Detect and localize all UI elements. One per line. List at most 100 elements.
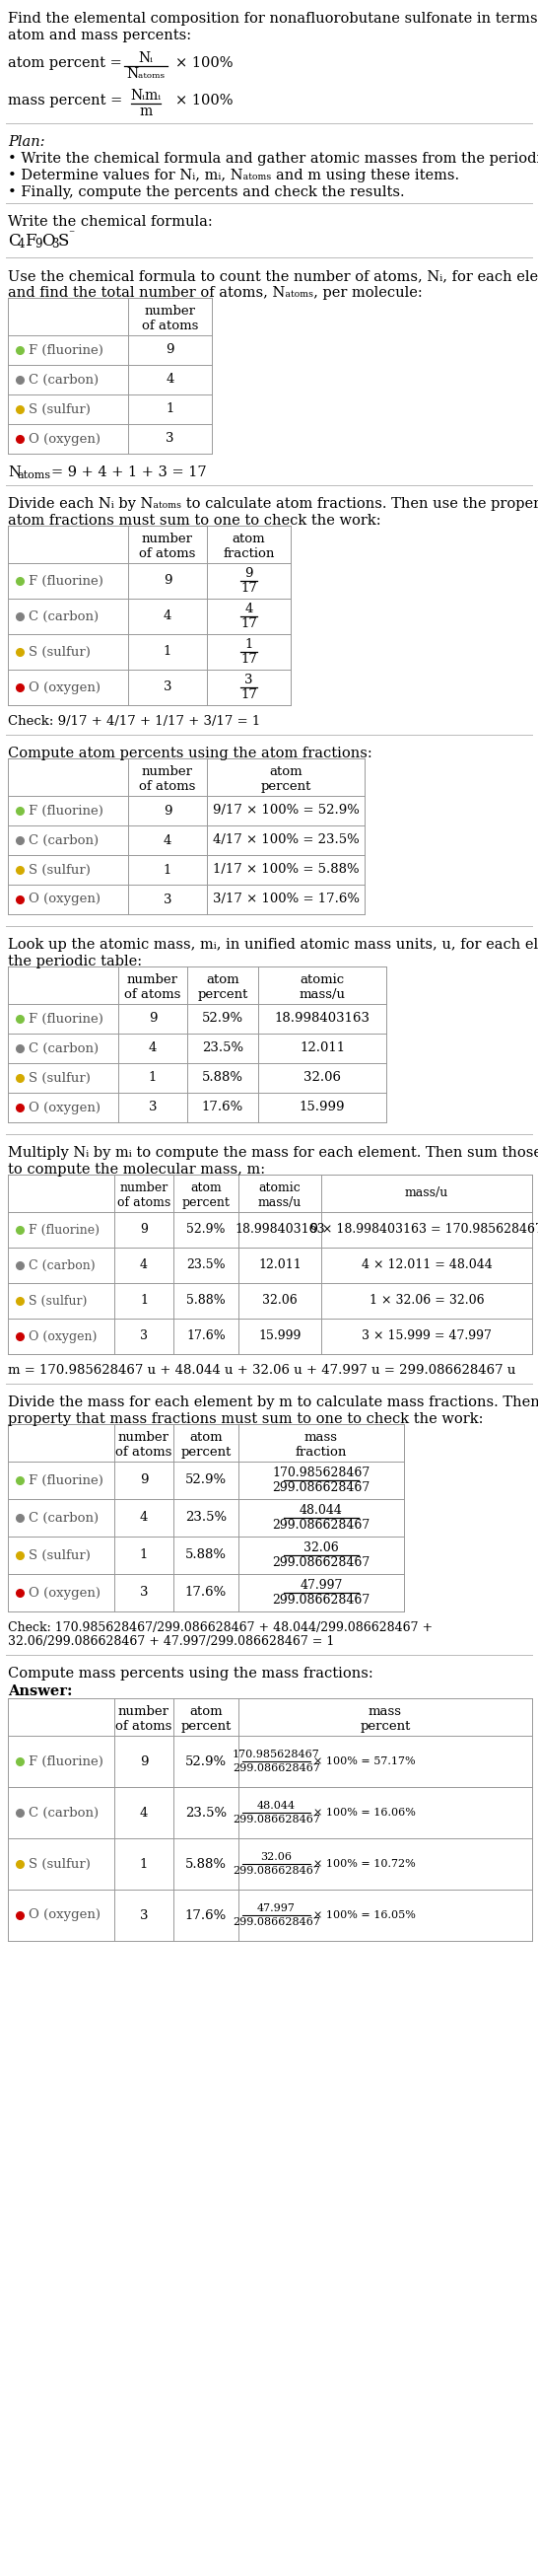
Text: Compute atom percents using the atom fractions:: Compute atom percents using the atom fra… bbox=[8, 747, 372, 760]
Text: 1/17 × 100% = 5.88%: 1/17 × 100% = 5.88% bbox=[213, 863, 359, 876]
Text: 3: 3 bbox=[140, 1909, 148, 1922]
Text: 47.997: 47.997 bbox=[257, 1904, 295, 1914]
Text: 17: 17 bbox=[240, 688, 257, 701]
Text: 23.5%: 23.5% bbox=[185, 1512, 226, 1525]
Text: number: number bbox=[144, 304, 196, 317]
Text: O (oxygen): O (oxygen) bbox=[29, 680, 101, 693]
Text: 3/17 × 100% = 17.6%: 3/17 × 100% = 17.6% bbox=[213, 894, 359, 907]
Text: 4: 4 bbox=[164, 611, 172, 623]
Text: of atoms: of atoms bbox=[117, 1195, 171, 1208]
Text: C (carbon): C (carbon) bbox=[29, 1806, 98, 1819]
Text: C (carbon): C (carbon) bbox=[29, 835, 98, 848]
Text: 12.011: 12.011 bbox=[300, 1041, 345, 1054]
Text: Check: 9/17 + 4/17 + 1/17 + 3/17 = 1: Check: 9/17 + 4/17 + 1/17 + 3/17 = 1 bbox=[8, 716, 260, 729]
Text: 3: 3 bbox=[164, 680, 172, 693]
Text: 17.6%: 17.6% bbox=[185, 1909, 226, 1922]
Text: m = 170.985628467 u + 48.044 u + 32.06 u + 47.997 u = 299.086628467 u: m = 170.985628467 u + 48.044 u + 32.06 u… bbox=[8, 1363, 516, 1376]
Text: C (carbon): C (carbon) bbox=[29, 1260, 95, 1273]
Text: 48.044: 48.044 bbox=[257, 1801, 295, 1811]
Text: atomic: atomic bbox=[300, 974, 344, 987]
Text: 299.086628467: 299.086628467 bbox=[232, 1917, 320, 1927]
Text: atom percent =: atom percent = bbox=[8, 57, 122, 70]
Text: atom: atom bbox=[206, 974, 239, 987]
Text: × 100% = 16.05%: × 100% = 16.05% bbox=[313, 1911, 415, 1919]
Text: S (sulfur): S (sulfur) bbox=[29, 402, 90, 415]
Text: 1 × 32.06 = 32.06: 1 × 32.06 = 32.06 bbox=[369, 1293, 484, 1306]
Text: of atoms: of atoms bbox=[141, 319, 198, 332]
Text: F (fluorine): F (fluorine) bbox=[29, 1012, 103, 1025]
Text: fraction: fraction bbox=[295, 1445, 347, 1458]
Text: 17.6%: 17.6% bbox=[185, 1587, 226, 1600]
Text: 17: 17 bbox=[240, 618, 257, 631]
Text: S (sulfur): S (sulfur) bbox=[29, 1548, 90, 1561]
Text: 3: 3 bbox=[51, 237, 59, 250]
Text: F (fluorine): F (fluorine) bbox=[29, 574, 103, 587]
Text: mass: mass bbox=[369, 1705, 402, 1718]
Text: 9: 9 bbox=[148, 1012, 157, 1025]
Text: • Write the chemical formula and gather atomic masses from the periodic table.: • Write the chemical formula and gather … bbox=[8, 152, 538, 165]
Text: number: number bbox=[142, 533, 193, 546]
Text: 4: 4 bbox=[245, 603, 253, 616]
Text: property that mass fractions must sum to one to check the work:: property that mass fractions must sum to… bbox=[8, 1412, 483, 1427]
Text: F: F bbox=[25, 232, 36, 250]
Text: 32.06: 32.06 bbox=[303, 1072, 341, 1084]
Text: 1: 1 bbox=[245, 639, 253, 652]
Text: 5.88%: 5.88% bbox=[185, 1548, 226, 1561]
Text: ⁻: ⁻ bbox=[68, 227, 74, 240]
Text: 15.999: 15.999 bbox=[258, 1329, 301, 1342]
Text: number: number bbox=[118, 1432, 169, 1443]
Text: mass/u: mass/u bbox=[405, 1188, 449, 1200]
Text: 4/17 × 100% = 23.5%: 4/17 × 100% = 23.5% bbox=[213, 835, 359, 848]
Text: number: number bbox=[119, 1182, 168, 1195]
Text: 23.5%: 23.5% bbox=[185, 1806, 226, 1819]
Text: 1: 1 bbox=[164, 647, 172, 659]
Text: the periodic table:: the periodic table: bbox=[8, 956, 142, 969]
Text: • Finally, compute the percents and check the results.: • Finally, compute the percents and chec… bbox=[8, 185, 405, 198]
Text: × 100% = 10.72%: × 100% = 10.72% bbox=[313, 1860, 415, 1868]
Text: S (sulfur): S (sulfur) bbox=[29, 863, 90, 876]
Text: 1: 1 bbox=[140, 1857, 148, 1870]
Text: 4 × 12.011 = 48.044: 4 × 12.011 = 48.044 bbox=[361, 1260, 492, 1273]
Text: of atoms: of atoms bbox=[139, 546, 196, 559]
Text: O: O bbox=[41, 232, 55, 250]
Text: = 9 + 4 + 1 + 3 = 17: = 9 + 4 + 1 + 3 = 17 bbox=[51, 466, 207, 479]
Text: fraction: fraction bbox=[223, 546, 274, 559]
Text: 52.9%: 52.9% bbox=[202, 1012, 243, 1025]
Text: percent: percent bbox=[197, 989, 248, 1002]
Text: C (carbon): C (carbon) bbox=[29, 611, 98, 623]
Text: × 100%: × 100% bbox=[175, 93, 233, 108]
Text: O (oxygen): O (oxygen) bbox=[29, 1909, 101, 1922]
Text: 3: 3 bbox=[140, 1587, 148, 1600]
Text: × 100% = 16.06%: × 100% = 16.06% bbox=[313, 1808, 415, 1819]
Text: 1: 1 bbox=[164, 863, 172, 876]
Text: atom: atom bbox=[269, 765, 302, 778]
Text: 5.88%: 5.88% bbox=[185, 1857, 226, 1870]
Text: atom: atom bbox=[232, 533, 265, 546]
Text: 5.88%: 5.88% bbox=[202, 1072, 243, 1084]
Text: 9/17 × 100% = 52.9%: 9/17 × 100% = 52.9% bbox=[213, 804, 359, 817]
Text: Look up the atomic mass, mᵢ, in unified atomic mass units, u, for each element i: Look up the atomic mass, mᵢ, in unified … bbox=[8, 938, 538, 951]
Text: 9: 9 bbox=[140, 1473, 148, 1486]
Text: 1: 1 bbox=[148, 1072, 157, 1084]
Text: of atoms: of atoms bbox=[139, 781, 196, 793]
Text: S (sulfur): S (sulfur) bbox=[29, 1293, 87, 1306]
Text: O (oxygen): O (oxygen) bbox=[29, 433, 101, 446]
Text: 170.985628467: 170.985628467 bbox=[232, 1749, 320, 1759]
Text: C: C bbox=[8, 232, 20, 250]
Text: C (carbon): C (carbon) bbox=[29, 1512, 98, 1525]
Text: 23.5%: 23.5% bbox=[186, 1260, 225, 1273]
Text: 3: 3 bbox=[245, 672, 253, 685]
Text: O (oxygen): O (oxygen) bbox=[29, 1587, 101, 1600]
Text: 3: 3 bbox=[164, 894, 172, 907]
Text: 17: 17 bbox=[240, 582, 257, 595]
Text: Divide the mass for each element by m to calculate mass fractions. Then use the: Divide the mass for each element by m to… bbox=[8, 1396, 538, 1409]
Text: Find the elemental composition for nonafluorobutane sulfonate in terms of the: Find the elemental composition for nonaf… bbox=[8, 13, 538, 26]
Text: C (carbon): C (carbon) bbox=[29, 1041, 98, 1054]
Text: 1: 1 bbox=[166, 402, 174, 415]
Text: atom: atom bbox=[190, 1182, 222, 1195]
Text: Answer:: Answer: bbox=[8, 1685, 73, 1698]
Text: Nₐₜₒₘₛ: Nₐₜₒₘₛ bbox=[126, 67, 165, 80]
Text: F (fluorine): F (fluorine) bbox=[29, 1224, 100, 1236]
Text: 23.5%: 23.5% bbox=[202, 1041, 243, 1054]
Text: 299.086628467: 299.086628467 bbox=[272, 1556, 370, 1569]
